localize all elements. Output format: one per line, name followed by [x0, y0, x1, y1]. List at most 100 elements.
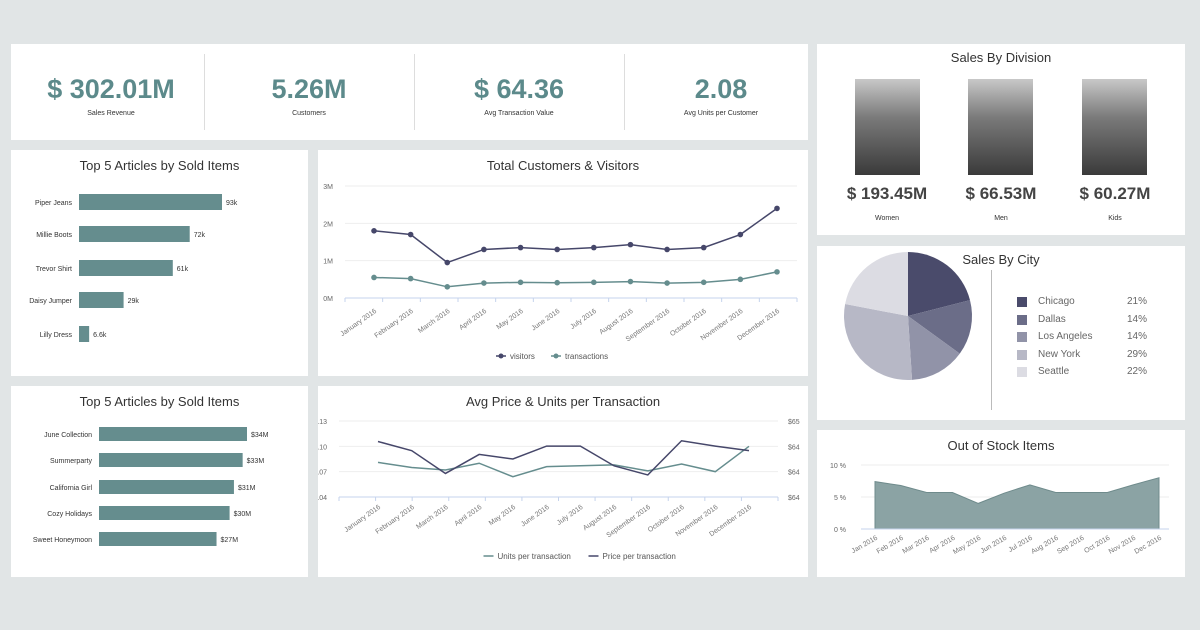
division-value: $ 193.45M	[846, 184, 928, 203]
area-series	[874, 477, 1160, 530]
bar	[99, 532, 217, 546]
legend-value: 29%	[1126, 348, 1147, 360]
legend-value: 14%	[1126, 313, 1147, 325]
data-point	[591, 244, 597, 251]
legend-value: 14%	[1126, 331, 1147, 342]
series-line-transactions	[373, 271, 778, 288]
x-tick-label: Dec 2016	[1134, 535, 1164, 556]
data-point	[444, 284, 451, 290]
legend-item: Chicago 21%	[1017, 296, 1147, 310]
x-tick-label: Nov 2016	[1108, 535, 1138, 556]
legend-item: Los Angeles 14%	[1017, 331, 1147, 345]
data-point	[664, 246, 670, 253]
legend-label: Los Angeles	[1038, 331, 1093, 342]
data-point	[407, 231, 414, 238]
kpi-panel: $ 302.01M Sales Revenue 5.26M Customers $ …	[11, 44, 808, 140]
data-point	[737, 276, 744, 283]
data-point	[774, 269, 780, 275]
y-right-tick-label: $64	[788, 470, 800, 477]
pie-chart	[844, 252, 972, 380]
x-tick-label: February 2016	[373, 308, 414, 340]
x-tick-label: March 2016	[417, 308, 451, 335]
legend-label: Units per transaction	[498, 552, 571, 561]
bar-category-label: Sweet Honeymoon	[33, 537, 92, 544]
data-point	[774, 205, 780, 212]
y-tick-label: 2.04	[318, 495, 327, 502]
card-title: Top 5 Articles by Sold Items	[79, 158, 240, 173]
series-line-visitors	[373, 207, 778, 264]
series-line-Units-per-transaction	[377, 445, 750, 478]
sales-by-division-card: Sales By Division $ 193.45M Women $ 66.5…	[817, 44, 1185, 235]
card-title: Sales By City	[962, 252, 1040, 267]
data-point	[444, 259, 451, 266]
x-tick-label: January 2016	[339, 308, 378, 338]
divider	[204, 54, 205, 130]
bar-category-label: Cozy Holidays	[47, 511, 92, 518]
x-tick-label: July 2016	[556, 504, 585, 527]
bar-chart: Piper Jeans 93k Millie Boots 72k Trevor Shir…	[29, 194, 238, 342]
y-tick-label: 2M	[323, 221, 333, 228]
data-point	[554, 279, 560, 286]
avg-price-units-card: Avg Price & Units per Transaction 2.04 $6…	[318, 386, 808, 577]
divider	[414, 54, 415, 130]
bar-value-label: $27M	[221, 537, 239, 544]
x-tick-label: Jun 2016	[980, 535, 1009, 556]
legend-swatch	[1017, 297, 1027, 307]
card-title: Total Customers & Visitors	[486, 158, 640, 173]
data-point	[481, 280, 487, 286]
bar	[79, 260, 173, 276]
series-line-Price-per-transaction	[377, 439, 750, 476]
sales-by-city-card: Sales By City Chicago 21% Dallas 14% Los Ang…	[817, 246, 1185, 420]
x-tick-label: July 2016	[569, 308, 598, 331]
legend-value: 21%	[1126, 296, 1147, 307]
x-tick-label: Feb 2016	[876, 535, 905, 556]
card-title: Top 5 Articles by Sold Items	[79, 394, 240, 409]
bar-value-label: $31M	[238, 485, 256, 492]
data-point	[700, 244, 707, 251]
top-articles-revenue-card: Top 5 Articles by Sold Items June Collec…	[11, 386, 308, 577]
legend-label: visitors	[510, 352, 535, 361]
kpi-value: 5.26M	[271, 74, 347, 104]
x-tick-label: May 2016	[495, 308, 524, 331]
bar	[79, 194, 222, 210]
legend-swatch	[1017, 349, 1027, 360]
y-tick-label: 1M	[323, 259, 333, 266]
legend-dot	[498, 353, 504, 359]
kpi-value: $ 64.36	[473, 74, 565, 104]
division-label: Women	[875, 215, 899, 222]
y-right-tick-label: $65	[788, 419, 800, 426]
y-tick-label: 5 %	[834, 495, 846, 502]
x-tick-label: April 2016	[458, 308, 488, 332]
bar-category-label: California Girl	[50, 485, 93, 492]
division-label: Men	[994, 215, 1008, 222]
bar-category-label: June Collection	[44, 432, 92, 439]
x-tick-label: June 2016	[531, 308, 562, 333]
card-title: Sales By Division	[950, 50, 1052, 65]
legend-value: 22%	[1126, 366, 1147, 377]
kpi-label: Avg Units per Customer	[683, 110, 759, 117]
card-title: Avg Price & Units per Transaction	[465, 394, 661, 409]
men-photo	[968, 79, 1033, 175]
x-tick-label: August 2016	[598, 308, 634, 336]
bar	[99, 506, 230, 520]
bar-value-label: 29k	[128, 298, 140, 305]
data-point	[371, 274, 377, 281]
y-tick-label: 3M	[323, 184, 333, 191]
y-tick-label: 2.10	[318, 444, 327, 451]
bar-value-label: $34M	[251, 432, 269, 439]
divider	[624, 54, 625, 130]
y-right-tick-label: $64	[788, 495, 800, 502]
data-point	[737, 231, 744, 238]
y-tick-label: 0 %	[834, 527, 846, 534]
data-point	[517, 244, 524, 251]
pie-slice-seattle	[845, 252, 908, 316]
bar-value-label: 61k	[177, 266, 189, 273]
legend-label: Price per transaction	[603, 552, 676, 561]
kpi-sales-revenue: $ 302.01M Sales Revenue	[11, 44, 211, 140]
card-title: Out of Stock Items	[947, 438, 1055, 453]
x-tick-label: Oct 2016	[1083, 535, 1111, 555]
division-value: $ 60.27M	[1079, 184, 1151, 203]
